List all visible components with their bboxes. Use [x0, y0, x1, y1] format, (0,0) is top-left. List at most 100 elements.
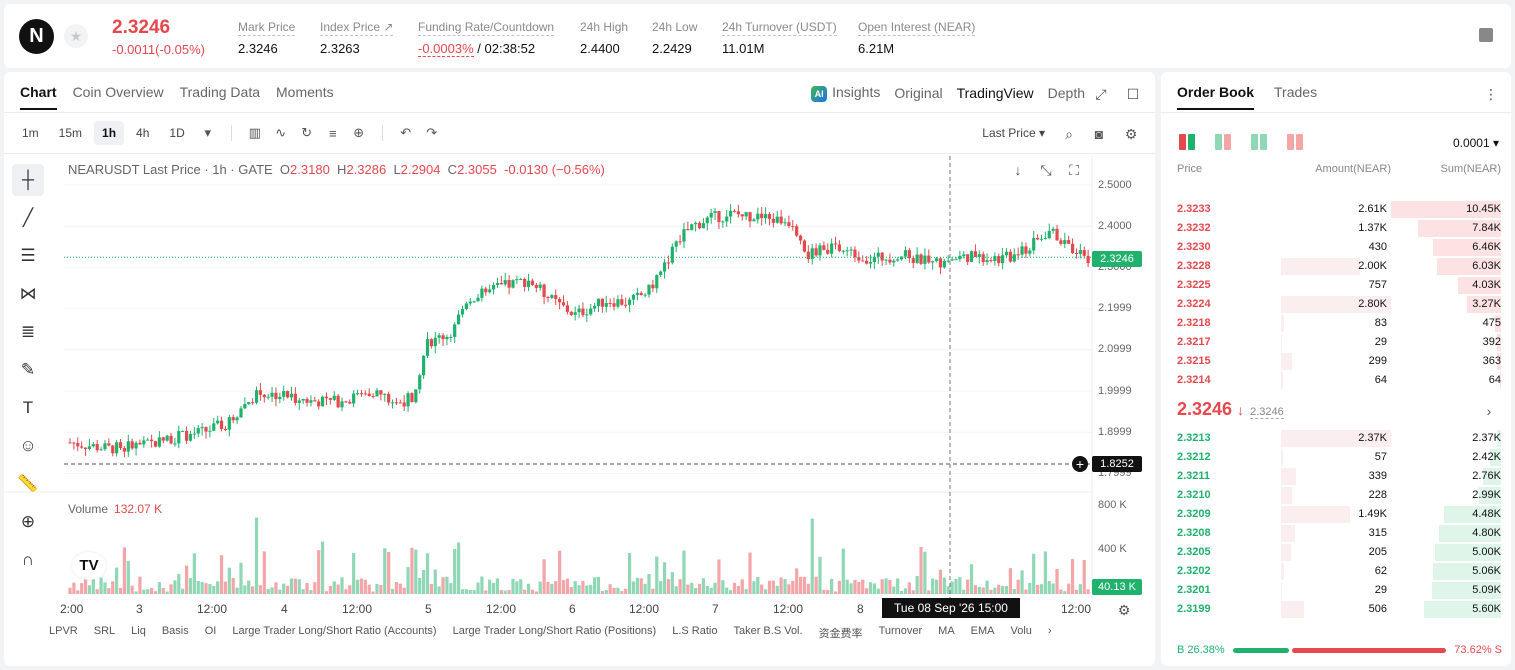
crosshair-icon[interactable]: ┼	[12, 164, 44, 196]
brush-icon[interactable]: ✎	[20, 360, 36, 379]
tab-coin-overview[interactable]: Coin Overview	[72, 84, 164, 100]
bids-row[interactable]: 2.3211 339 2.76K	[1161, 467, 1511, 486]
chevron-right-icon[interactable]: ›	[1486, 403, 1492, 419]
notebook-icon[interactable]	[1479, 28, 1493, 42]
more-icon[interactable]: ⋮	[1484, 86, 1498, 102]
asks-row[interactable]: 2.3230 430 6.46K	[1161, 238, 1511, 257]
bids-row[interactable]: 2.3205 205 5.00K	[1161, 543, 1511, 562]
stat-funding-rate[interactable]: Funding Rate/Countdown -0.0003% / 02:38:…	[418, 20, 555, 57]
volume-bar	[464, 589, 468, 594]
ruler-icon[interactable]: 📏	[17, 474, 39, 493]
tab-depth[interactable]: Depth	[1047, 85, 1085, 101]
timeframe-4h[interactable]: 4h	[136, 126, 150, 140]
asks-row[interactable]: 2.3218 83 475	[1161, 314, 1511, 333]
trend-line-icon[interactable]: ╱	[22, 208, 34, 227]
indicator-item[interactable]: Taker B.S Vol.	[733, 625, 803, 637]
indicator-item[interactable]: Basis	[161, 625, 189, 637]
bids-row[interactable]: 2.3212 57 2.42K	[1161, 448, 1511, 467]
tab-trades[interactable]: Trades	[1274, 84, 1318, 100]
indicator-item[interactable]: Large Trader Long/Short Ratio (Positions…	[452, 625, 657, 637]
indicators-icon[interactable]: ∿	[275, 125, 287, 140]
asks-row[interactable]: 2.3225 757 4.03K	[1161, 276, 1511, 295]
indicator-item[interactable]: EMA	[970, 625, 995, 637]
amount-bar	[1281, 296, 1391, 313]
tab-trading-data[interactable]: Trading Data	[179, 84, 261, 100]
tab-chart[interactable]: Chart	[20, 84, 57, 110]
stat-mark-price[interactable]: Mark Price 2.3246	[238, 20, 296, 56]
book-mode-asks-icon[interactable]	[1287, 134, 1303, 150]
gear-icon[interactable]: ⚙	[1124, 126, 1138, 142]
indicator-item[interactable]: L.S Ratio	[672, 625, 718, 637]
indicator-item[interactable]: Large Trader Long/Short Ratio (Accounts)	[232, 625, 437, 637]
emoji-icon[interactable]: ☺	[19, 436, 37, 455]
horizontal-lines-icon[interactable]: ☰	[20, 246, 36, 265]
stat-index-price[interactable]: Index Price ↗ 2.3263	[320, 20, 394, 56]
timeframe-15m[interactable]: 15m	[58, 126, 83, 140]
chevron-down-icon[interactable]: ▾	[204, 125, 211, 140]
asks-row[interactable]: 2.3217 29 392	[1161, 333, 1511, 352]
book-mode-split-icon[interactable]	[1215, 134, 1231, 150]
fullscreen-icon[interactable]: ⛶	[1069, 162, 1079, 178]
indicator-item[interactable]: Volu	[1010, 625, 1032, 637]
bids-row[interactable]: 2.3201 29 5.09K	[1161, 581, 1511, 600]
pattern-icon[interactable]: ⋈	[19, 284, 37, 303]
stat-24h-turnover[interactable]: 24h Turnover (USDT) 11.01M	[722, 20, 837, 56]
stat-open-interest[interactable]: Open Interest (NEAR) 6.21M	[858, 20, 976, 56]
asks-row[interactable]: 2.3214 64 64	[1161, 371, 1511, 390]
precision-select[interactable]: 0.0001 ▾	[1452, 136, 1499, 150]
asks-row[interactable]: 2.3228 2.00K 6.03K	[1161, 257, 1511, 276]
indicator-item[interactable]: MA	[938, 625, 955, 637]
last-price-select[interactable]: Last Price ▾	[982, 126, 1045, 140]
add-alert-icon[interactable]: +	[1072, 456, 1088, 472]
refresh-icon[interactable]: ↻	[301, 125, 313, 140]
chevron-right-icon[interactable]: ›	[1047, 625, 1052, 637]
candle-body	[907, 250, 911, 259]
asks-row[interactable]: 2.3232 1.37K 7.84K	[1161, 219, 1511, 238]
volume-bar	[503, 590, 507, 594]
timeframe-1m[interactable]: 1m	[22, 126, 39, 140]
zoom-icon[interactable]: ⊕	[20, 512, 36, 531]
bids-row[interactable]: 2.3209 1.49K 4.48K	[1161, 505, 1511, 524]
fib-icon[interactable]: ≣	[20, 322, 36, 341]
asks-row[interactable]: 2.3224 2.80K 3.27K	[1161, 295, 1511, 314]
timeframe-1d[interactable]: 1D	[169, 126, 185, 140]
indicator-item[interactable]: LPVR	[49, 625, 78, 637]
search-icon[interactable]: ⌕	[1065, 126, 1073, 142]
book-mode-bids-icon[interactable]	[1251, 134, 1267, 150]
arrow-down-icon[interactable]: ↓	[1014, 162, 1022, 178]
tab-moments[interactable]: Moments	[276, 84, 334, 100]
chart-settings-icon[interactable]: ⚙	[1117, 602, 1131, 618]
asks-row[interactable]: 2.3233 2.61K 10.45K	[1161, 200, 1511, 219]
bids-row[interactable]: 2.3213 2.37K 2.37K	[1161, 429, 1511, 448]
indicator-item[interactable]: Turnover	[878, 625, 923, 637]
indicator-item[interactable]: OI	[204, 625, 217, 637]
add-indicator-icon[interactable]: ⊕	[353, 125, 365, 140]
volume-bar	[262, 551, 266, 594]
undo-icon[interactable]: ↶	[400, 125, 412, 140]
collapse-icon[interactable]: ⤡	[1040, 162, 1052, 178]
redo-icon[interactable]: ↷	[426, 125, 438, 140]
tab-tradingview[interactable]: TradingView	[956, 85, 1034, 101]
volume-bar	[721, 580, 725, 594]
bids-row[interactable]: 2.3199 506 5.60K	[1161, 600, 1511, 619]
tab-order-book[interactable]: Order Book	[1177, 84, 1255, 110]
bids-row[interactable]: 2.3208 315 4.80K	[1161, 524, 1511, 543]
favorite-star-icon[interactable]: ★	[64, 24, 88, 48]
text-icon[interactable]: T	[22, 398, 34, 417]
book-mode-both-icon[interactable]	[1179, 134, 1195, 150]
asks-row[interactable]: 2.3215 299 363	[1161, 352, 1511, 371]
timeframe-1h[interactable]: 1h	[94, 121, 125, 145]
indicator-item[interactable]: 资金费率	[818, 628, 863, 640]
camera-icon[interactable]: ◙	[1094, 126, 1104, 142]
expand-icon[interactable]: ⤢	[1095, 86, 1107, 102]
magnet-icon[interactable]: ∩	[21, 550, 35, 569]
indicator-item[interactable]: Liq	[131, 625, 146, 637]
indicator-item[interactable]: SRL	[93, 625, 116, 637]
bids-row[interactable]: 2.3202 62 5.06K	[1161, 562, 1511, 581]
candle-type-icon[interactable]: ▥	[248, 125, 261, 140]
template-icon[interactable]: ≡	[328, 125, 337, 141]
tab-insights[interactable]: AI Insights	[811, 84, 880, 102]
tab-original[interactable]: Original	[894, 85, 943, 101]
bids-row[interactable]: 2.3210 228 2.99K	[1161, 486, 1511, 505]
window-icon[interactable]: ☐	[1126, 86, 1140, 102]
